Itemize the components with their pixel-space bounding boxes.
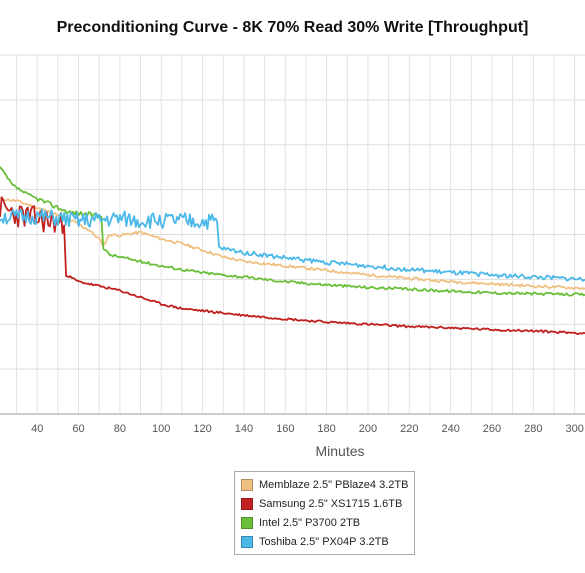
chart-title: Preconditioning Curve - 8K 70% Read 30% …	[56, 19, 529, 36]
legend-label: Samsung 2.5" XS1715 1.6TB	[259, 497, 403, 510]
x-tick-label: 100	[152, 423, 170, 435]
legend-item[interactable]: Samsung 2.5" XS1715 1.6TB	[241, 494, 408, 513]
x-tick-label: 120	[193, 423, 211, 435]
x-tick-labels: 40 60 80 100 120 140 160 180 200 220 240 260 280 300	[31, 423, 584, 435]
legend-item[interactable]: Intel 2.5" P3700 2TB	[241, 513, 408, 532]
x-tick-label: 200	[359, 423, 377, 435]
x-tick-label: 240	[441, 423, 459, 435]
series-line-0	[0, 196, 585, 290]
series-layer	[0, 166, 585, 335]
legend-label: Memblaze 2.5" PBlaze4 3.2TB	[259, 478, 409, 491]
x-tick-label: 220	[400, 423, 418, 435]
x-tick-label: 280	[524, 423, 542, 435]
legend-label: Toshiba 2.5" PX04P 3.2TB	[259, 535, 389, 548]
grid	[0, 54, 585, 414]
x-tick-label: 80	[114, 423, 126, 435]
x-tick-label: 180	[317, 423, 335, 435]
x-tick-label: 40	[31, 423, 43, 435]
x-tick-label: 60	[72, 423, 84, 435]
series-line-3	[0, 208, 585, 282]
x-tick-label: 140	[235, 423, 253, 435]
legend-swatch	[241, 497, 253, 510]
legend-label: Intel 2.5" P3700 2TB	[259, 516, 361, 529]
legend-swatch	[241, 478, 253, 491]
series-line-1	[0, 196, 585, 335]
legend-item[interactable]: Toshiba 2.5" PX04P 3.2TB	[241, 532, 408, 551]
legend-swatch	[241, 535, 253, 548]
legend-swatch	[241, 516, 253, 529]
x-tick-label: 160	[276, 423, 294, 435]
legend-item[interactable]: Memblaze 2.5" PBlaze4 3.2TB	[241, 475, 408, 494]
x-tick-label: 260	[483, 423, 501, 435]
x-axis-label: Minutes	[315, 443, 364, 459]
series-line-2	[0, 166, 585, 297]
legend: Memblaze 2.5" PBlaze4 3.2TB Samsung 2.5" …	[234, 471, 416, 555]
x-tick-label: 300	[565, 423, 583, 435]
